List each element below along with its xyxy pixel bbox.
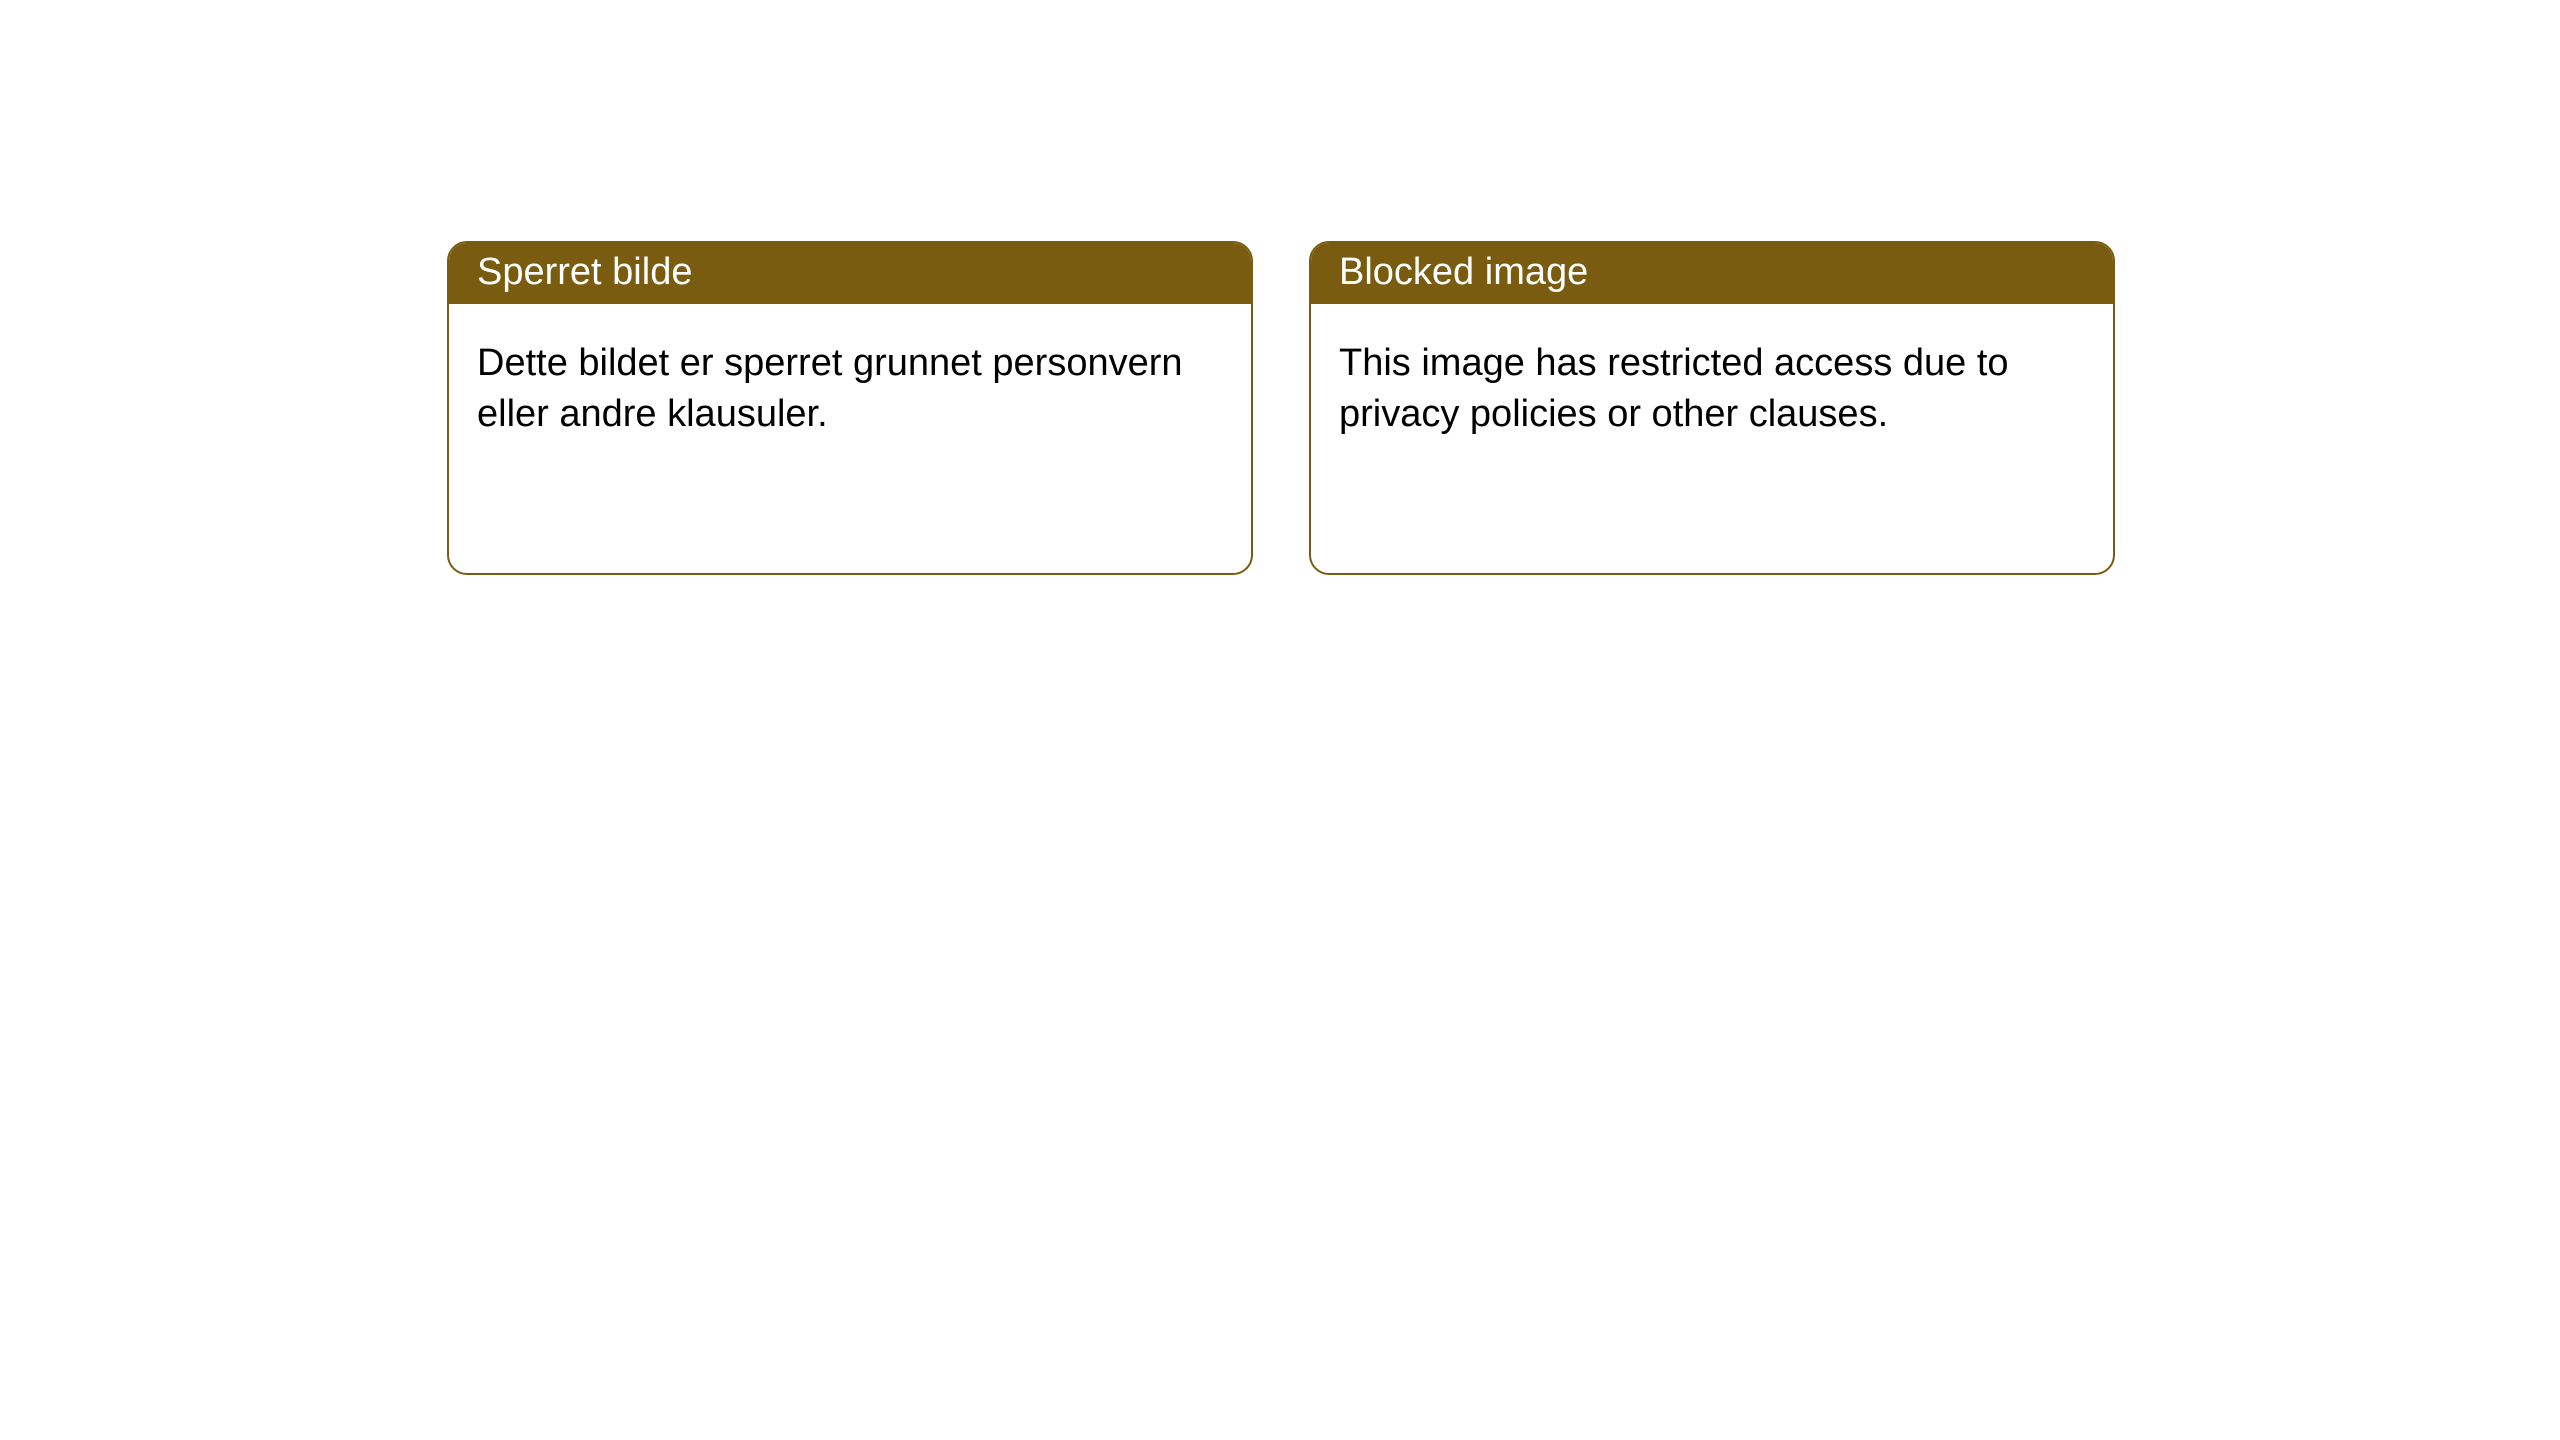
- card-body: This image has restricted access due to …: [1311, 304, 2113, 475]
- card-message: Dette bildet er sperret grunnet personve…: [477, 342, 1183, 435]
- card-header: Blocked image: [1311, 243, 2113, 304]
- notice-card-english: Blocked image This image has restricted …: [1309, 241, 2115, 575]
- card-message: This image has restricted access due to …: [1339, 342, 2009, 435]
- notice-cards-container: Sperret bilde Dette bildet er sperret gr…: [0, 0, 2560, 575]
- card-header: Sperret bilde: [449, 243, 1251, 304]
- card-title: Blocked image: [1339, 251, 1588, 294]
- card-title: Sperret bilde: [477, 251, 692, 294]
- notice-card-norwegian: Sperret bilde Dette bildet er sperret gr…: [447, 241, 1253, 575]
- card-body: Dette bildet er sperret grunnet personve…: [449, 304, 1251, 475]
